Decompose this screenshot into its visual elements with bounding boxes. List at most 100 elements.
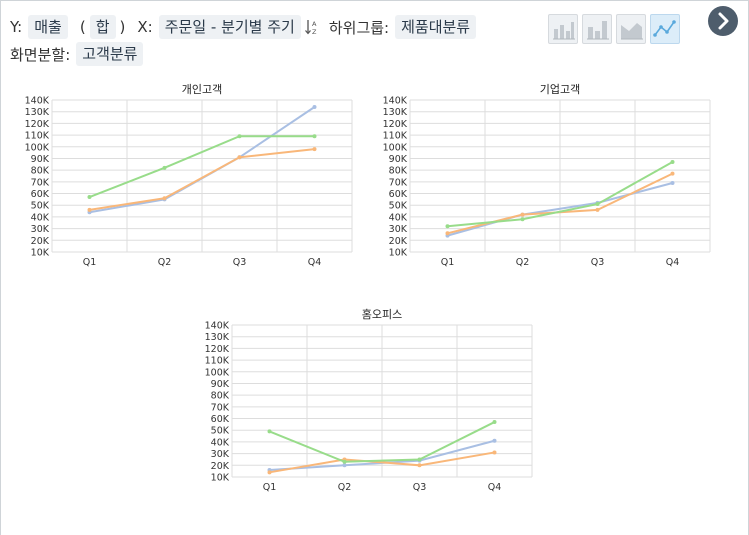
y-tick-label: 100K	[383, 142, 408, 153]
svg-text:A: A	[312, 20, 317, 28]
subgroup-label: 하위그룹:	[328, 18, 390, 37]
series-line-3	[269, 421, 495, 463]
bar-chart-button[interactable]	[548, 14, 578, 44]
y-tick-label: 110K	[205, 356, 230, 367]
data-point	[87, 210, 92, 215]
series-line-3	[89, 135, 315, 198]
subgroup-selector[interactable]: 제품대분류	[395, 15, 477, 39]
frame-border-top	[0, 0, 749, 1]
y-tick-label: 40K	[211, 437, 230, 448]
y-tick-label: 130K	[25, 107, 50, 118]
open-paren: (	[79, 18, 86, 36]
y-tick-label: 100K	[25, 142, 50, 153]
y-tick-label: 130K	[383, 107, 408, 118]
sort-ascending-icon-graphic: A Z	[304, 20, 317, 36]
svg-text:Z: Z	[312, 28, 317, 36]
line-chart-icon	[653, 20, 676, 37]
y-tick-label: 70K	[389, 177, 408, 188]
y-field-selector[interactable]: 매출	[28, 15, 68, 39]
y-tick-label: 60K	[389, 189, 408, 200]
sort-ascending-icon[interactable]: A Z	[304, 18, 319, 36]
data-point	[237, 155, 242, 160]
y-tick-label: 60K	[211, 414, 230, 425]
data-point	[312, 134, 317, 139]
y-tick-label: 60K	[31, 189, 50, 200]
x-tick-label: Q1	[83, 257, 97, 268]
data-point	[492, 438, 497, 443]
split-label: 화면분할:	[10, 45, 71, 64]
data-point	[520, 212, 525, 217]
y-tick-label: 30K	[389, 224, 408, 235]
area-chart-button[interactable]	[616, 14, 646, 44]
x-tick-label: Q3	[413, 482, 427, 493]
y-tick-label: 90K	[389, 154, 408, 165]
y-tick-label: 10K	[211, 473, 230, 484]
y-tick-label: 140K	[205, 321, 230, 332]
y-tick-label: 80K	[389, 166, 408, 177]
stacked-bar-chart-button[interactable]	[582, 14, 612, 44]
x-axis-label: X:	[137, 18, 153, 36]
y-tick-label: 40K	[389, 212, 408, 223]
data-point	[417, 463, 422, 468]
x-tick-label: Q4	[308, 257, 322, 268]
data-point	[417, 458, 422, 463]
data-point	[237, 155, 242, 160]
y-tick-label: 40K	[31, 212, 50, 223]
data-point	[417, 457, 422, 462]
chart-title: 개인고객	[182, 83, 222, 96]
y-tick-label: 130K	[205, 332, 230, 343]
y-tick-label: 140K	[25, 96, 50, 107]
y-tick-label: 70K	[31, 177, 50, 188]
data-point	[312, 147, 317, 152]
split-settings-row: 화면분할: 고객분류	[10, 42, 151, 66]
y-tick-label: 140K	[383, 96, 408, 107]
series-line-3	[447, 161, 673, 228]
data-point	[595, 200, 600, 205]
data-point	[267, 429, 272, 434]
x-tick-label: Q3	[591, 257, 605, 268]
data-point	[670, 181, 675, 186]
x-tick-label: Q2	[516, 257, 530, 268]
y-tick-label: 110K	[25, 131, 50, 142]
line-chart-button[interactable]	[650, 14, 680, 44]
y-axis-label: Y:	[10, 18, 23, 36]
y-tick-label: 90K	[211, 379, 230, 390]
data-point	[342, 459, 347, 464]
series-line-2	[447, 172, 673, 235]
next-button[interactable]	[708, 6, 738, 36]
x-tick-label: Q4	[666, 257, 680, 268]
data-point	[162, 196, 167, 201]
frame-border-left	[0, 0, 1, 535]
x-tick-label: Q4	[488, 482, 502, 493]
series-line-1	[447, 182, 673, 237]
chart-2: 기업고객10K20K30K40K50K60K70K80K90K100K110K1…	[383, 83, 711, 268]
chevron-right-icon	[718, 12, 729, 30]
data-point	[162, 165, 167, 170]
y-tick-label: 30K	[31, 224, 50, 235]
x-tick-label: Q3	[233, 257, 247, 268]
chart-title: 홈오피스	[362, 307, 402, 321]
data-point	[267, 470, 272, 475]
series-line-2	[89, 148, 315, 211]
series-line-2	[269, 451, 495, 474]
y-tick-label: 10K	[389, 248, 408, 259]
bar-chart-icon	[553, 22, 575, 40]
y-tick-label: 70K	[211, 402, 230, 413]
x-tick-label: Q2	[338, 482, 352, 493]
x-field-selector[interactable]: 주문일 - 분기별 주기	[158, 15, 301, 39]
y-tick-label: 120K	[205, 344, 230, 355]
y-tick-label: 20K	[211, 461, 230, 472]
data-point	[342, 463, 347, 468]
data-point	[520, 217, 525, 222]
y-tick-label: 100K	[205, 367, 230, 378]
y-tick-label: 10K	[31, 248, 50, 259]
series-line-1	[269, 439, 495, 471]
split-selector[interactable]: 고객분류	[76, 42, 144, 66]
area-chart-icon	[621, 23, 643, 40]
x-tick-label: Q1	[441, 257, 455, 268]
y-tick-label: 120K	[25, 119, 50, 130]
x-tick-label: Q1	[263, 482, 277, 493]
aggregation-selector[interactable]: 합	[89, 15, 116, 39]
y-tick-label: 50K	[389, 201, 408, 212]
y-tick-label: 110K	[383, 131, 408, 142]
